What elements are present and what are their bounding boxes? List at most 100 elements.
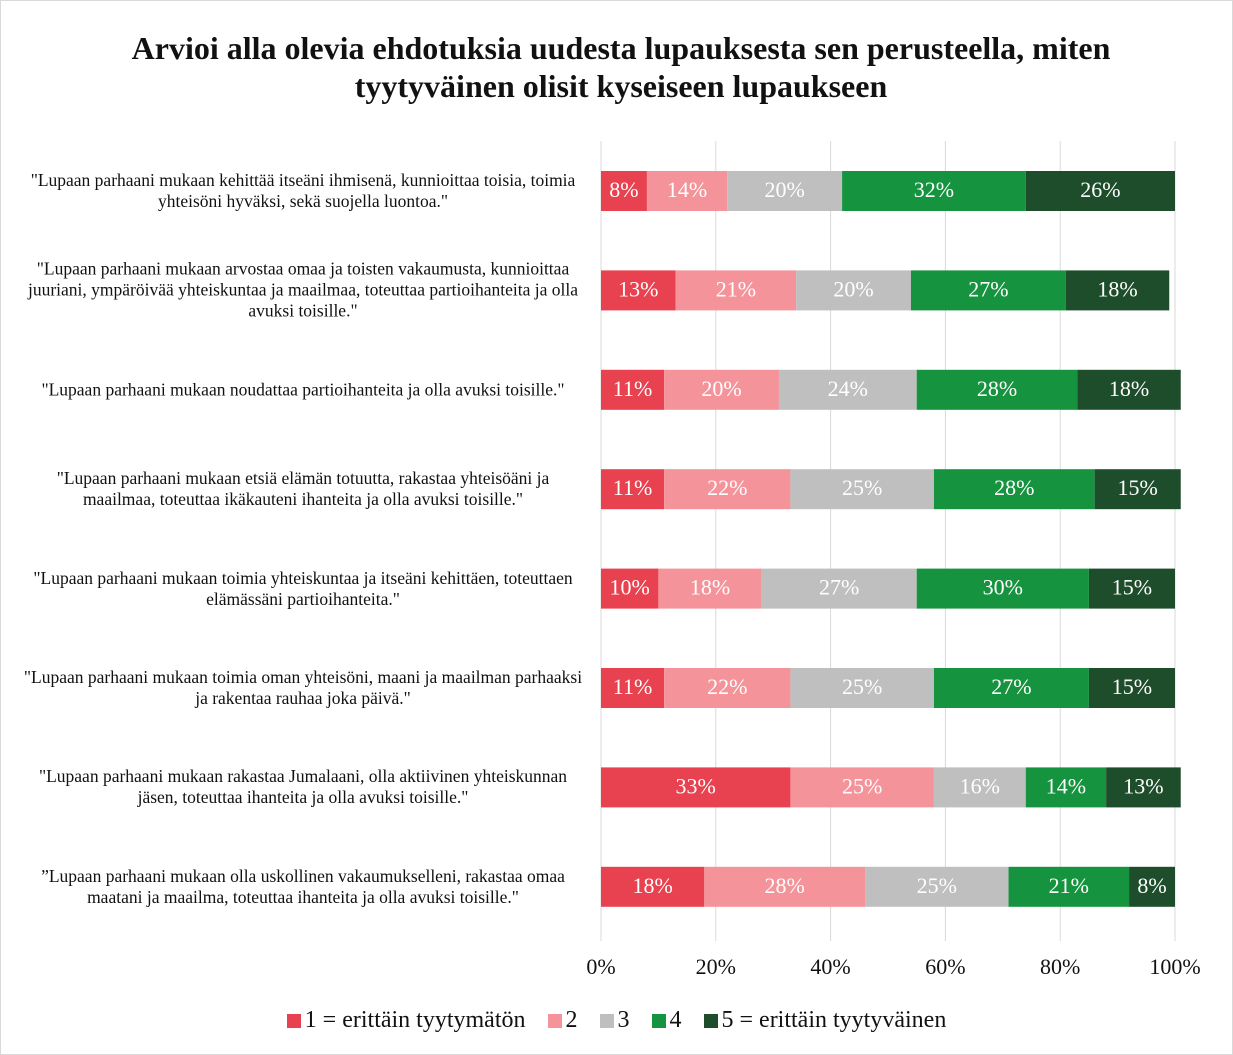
chart-title: Arvioi alla olevia ehdotuksia uudesta lu… xyxy=(131,30,1111,104)
legend-item: 3 xyxy=(599,1007,630,1034)
data-label: 27% xyxy=(819,575,859,600)
x-tick-label: 80% xyxy=(1040,954,1080,979)
legend-label: 3 xyxy=(617,1007,630,1033)
bar-segment xyxy=(796,270,911,311)
legend-swatch xyxy=(599,1013,614,1028)
data-label: 33% xyxy=(676,773,716,798)
bar-segment xyxy=(664,668,791,708)
bar-segment xyxy=(916,369,1078,410)
bar-segment xyxy=(790,767,934,808)
x-tick-label: 40% xyxy=(810,954,850,979)
data-label: 11% xyxy=(613,475,653,500)
x-tick-label: 60% xyxy=(925,954,965,979)
data-label: 10% xyxy=(610,575,650,600)
data-label: 8% xyxy=(609,177,638,202)
data-label: 32% xyxy=(914,177,954,202)
bar-segment xyxy=(601,469,665,510)
bar-segment xyxy=(1088,568,1175,609)
data-label: 18% xyxy=(690,575,730,600)
bar-segment xyxy=(1077,369,1181,410)
data-label: 14% xyxy=(667,177,707,202)
data-label: 18% xyxy=(632,873,672,898)
bar-segment xyxy=(1008,866,1130,907)
bar-segment xyxy=(916,568,1089,609)
bar-segment xyxy=(1129,866,1175,907)
legend-swatch xyxy=(651,1013,666,1028)
category-label: "Lupaan parhaani mukaan toimia yhteiskun… xyxy=(33,567,573,609)
legend-item: 4 xyxy=(651,1007,682,1034)
bar-segment xyxy=(1065,270,1170,311)
data-label: 20% xyxy=(701,376,741,401)
data-label: 18% xyxy=(1109,376,1149,401)
x-tick-label: 20% xyxy=(696,954,736,979)
category-label: ”Lupaan parhaani mukaan olla uskollinen … xyxy=(41,865,565,907)
legend-swatch xyxy=(286,1013,301,1028)
legend-label: 4 xyxy=(669,1007,682,1033)
data-label: 16% xyxy=(960,773,1000,798)
data-label: 20% xyxy=(833,276,873,301)
category-label: "Lupaan parhaani mukaan toimia oman yhte… xyxy=(23,667,583,708)
data-label: 18% xyxy=(1097,276,1137,301)
bar-segment xyxy=(865,866,1009,907)
data-label: 8% xyxy=(1137,873,1166,898)
bar-segment xyxy=(1025,171,1175,211)
legend-item: 2 xyxy=(547,1007,578,1034)
bar-segment xyxy=(1106,767,1181,808)
bar-segment xyxy=(933,469,1095,510)
data-label: 15% xyxy=(1112,575,1152,600)
data-label: 15% xyxy=(1118,475,1158,500)
bar-segment xyxy=(1025,767,1107,808)
bar-segment xyxy=(761,568,917,609)
bar-segment xyxy=(664,369,779,410)
data-label: 25% xyxy=(842,674,882,699)
bar-segment xyxy=(910,270,1066,311)
x-tick-label: 0% xyxy=(586,954,615,979)
data-label: 30% xyxy=(983,575,1023,600)
legend-swatch xyxy=(547,1013,562,1028)
data-label: 27% xyxy=(991,674,1031,699)
legend-label: 2 xyxy=(565,1007,578,1033)
bar-segment xyxy=(1088,668,1175,708)
bar-segment xyxy=(842,171,1026,211)
data-label: 21% xyxy=(1049,873,1089,898)
bar-segment xyxy=(790,668,934,708)
data-label: 28% xyxy=(977,376,1017,401)
legend: 1 = erittäin tyytymätön 2 3 4 5 = erittäin t… xyxy=(1,1007,1232,1034)
category-label: "Lupaan parhaani mukaan etsiä elämän tot… xyxy=(56,468,550,510)
bar-segment xyxy=(933,668,1089,708)
data-label: 25% xyxy=(917,873,957,898)
bar-segment xyxy=(778,369,917,410)
x-tick-label: 100% xyxy=(1149,954,1200,979)
category-label: "Lupaan parhaani mukaan rakastaa Jumalaa… xyxy=(38,766,568,808)
legend-label: 5 = erittäin tyytyväinen xyxy=(721,1007,947,1033)
data-label: 11% xyxy=(613,674,653,699)
bar-segment xyxy=(664,469,791,510)
data-label: 24% xyxy=(828,376,868,401)
data-label: 13% xyxy=(618,276,658,301)
data-label: 28% xyxy=(765,873,805,898)
bar-segment xyxy=(675,270,797,311)
data-label: 25% xyxy=(842,773,882,798)
bar-segment xyxy=(601,369,665,410)
bar-segment xyxy=(601,866,705,907)
legend-label: 1 = erittäin tyytymätön xyxy=(304,1007,526,1033)
category-label: "Lupaan parhaani mukaan noudattaa partio… xyxy=(41,379,565,400)
bar-segment xyxy=(933,767,1026,808)
data-label: 22% xyxy=(707,475,747,500)
bar-segment xyxy=(601,767,791,808)
data-label: 20% xyxy=(765,177,805,202)
bar-segment xyxy=(601,270,676,311)
bar-segment xyxy=(658,568,762,609)
legend-item: 1 = erittäin tyytymätön xyxy=(286,1007,526,1034)
data-label: 11% xyxy=(613,376,653,401)
bar-segment xyxy=(601,668,665,708)
legend-item: 5 = erittäin tyytyväinen xyxy=(703,1007,947,1034)
bar-segment xyxy=(601,171,647,211)
bar-segment xyxy=(790,469,934,510)
data-label: 25% xyxy=(842,475,882,500)
data-label: 22% xyxy=(707,674,747,699)
category-label: "Lupaan parhaani mukaan arvostaa omaa ja… xyxy=(27,258,579,321)
data-label: 15% xyxy=(1112,674,1152,699)
